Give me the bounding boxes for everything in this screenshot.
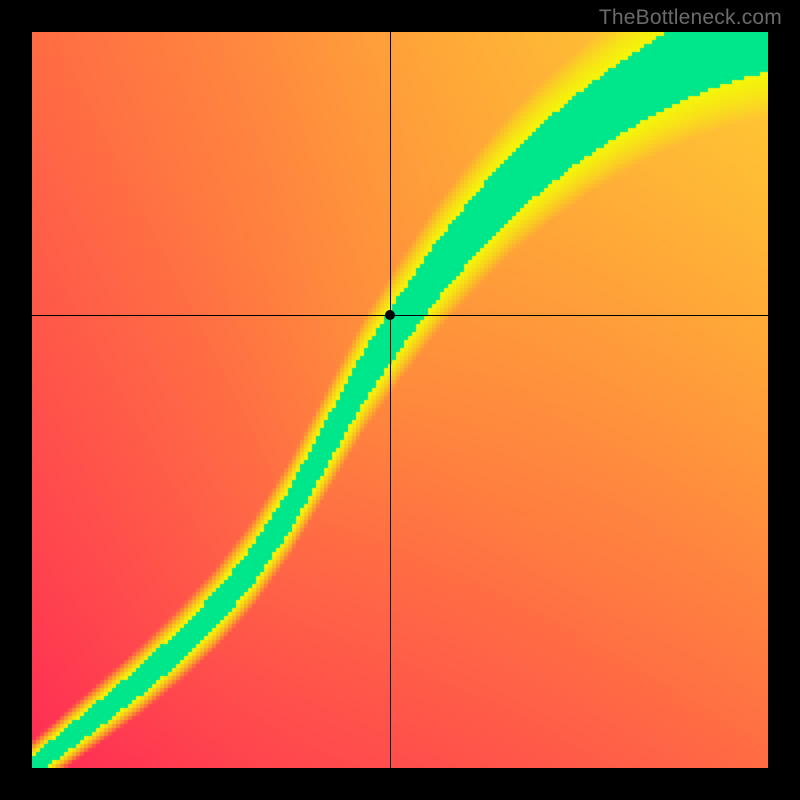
watermark: TheBottleneck.com — [599, 6, 782, 30]
bottleneck-heatmap — [32, 32, 768, 768]
heatmap-canvas — [32, 32, 768, 768]
selection-marker — [385, 310, 395, 320]
crosshair-vertical — [390, 32, 391, 768]
crosshair-horizontal — [32, 315, 768, 316]
